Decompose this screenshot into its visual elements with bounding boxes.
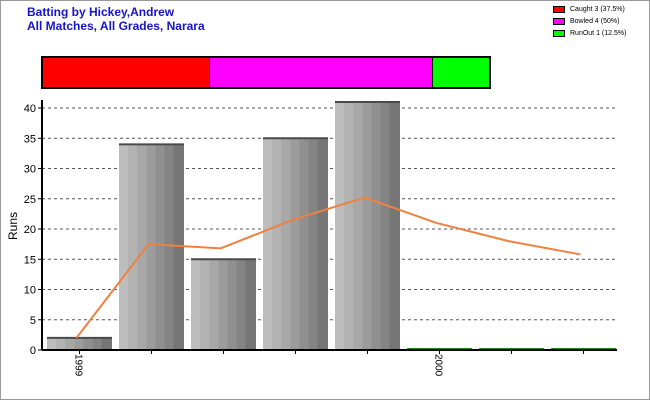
legend-label-bowled: Bowled 4 (50%) <box>570 17 620 25</box>
legend-swatch-runout <box>553 29 565 37</box>
legend-item-bowled: Bowled 4 (50%) <box>553 15 626 27</box>
y-axis-label: Runs <box>6 212 20 240</box>
dismissal-segment-0 <box>43 58 211 87</box>
dismissal-segment-1 <box>210 58 434 87</box>
bar <box>191 259 256 350</box>
bar <box>47 337 112 350</box>
y-tick-label: 0 <box>30 345 36 357</box>
y-tick-label: 10 <box>24 285 36 297</box>
axes <box>38 100 617 354</box>
bar <box>263 138 328 350</box>
dismissal-segment-2 <box>433 58 489 87</box>
bars <box>47 101 616 350</box>
y-tick-label: 15 <box>24 254 36 266</box>
y-tick-label: 40 <box>24 103 36 115</box>
trend-line-path <box>75 196 581 339</box>
legend-item-caught: Caught 3 (37.5%) <box>553 3 626 15</box>
dismissal-proportion-bar <box>41 56 491 89</box>
chart-subtitle: All Matches, All Grades, Narara <box>27 19 205 33</box>
axis-labels: 0 5 10 15 20 25 30 35 40 1999 2000 Runs <box>6 103 444 377</box>
legend-label-caught: Caught 3 (37.5%) <box>570 5 625 13</box>
x-tick-label: 1999 <box>73 354 84 377</box>
legend-swatch-caught <box>553 5 565 13</box>
legend-swatch-bowled <box>553 17 565 25</box>
legend-label-runout: RunOut 1 (12.5%) <box>570 29 627 37</box>
y-tick-label: 20 <box>24 224 36 236</box>
legend-item-runout: RunOut 1 (12.5%) <box>553 27 626 39</box>
chart-title: Batting by Hickey,Andrew <box>27 5 175 19</box>
y-tick-label: 30 <box>24 164 36 176</box>
trend-line <box>75 196 581 339</box>
x-tick-label: 2000 <box>433 354 444 377</box>
y-tick-label: 35 <box>24 133 36 145</box>
legend: Caught 3 (37.5%) Bowled 4 (50%) RunOut 1… <box>553 3 626 39</box>
bar <box>119 144 184 350</box>
bar <box>335 102 400 350</box>
y-tick-label: 25 <box>24 194 36 206</box>
y-tick-label: 5 <box>30 315 36 327</box>
